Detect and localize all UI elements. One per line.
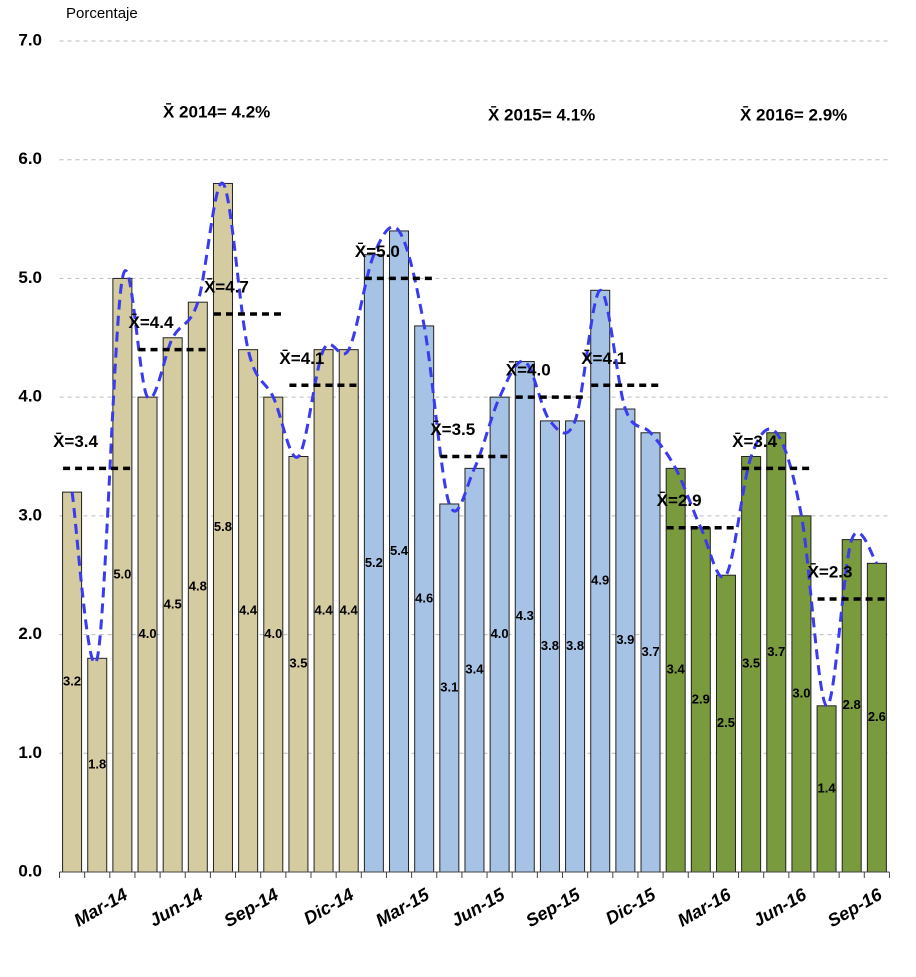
quarter-mean-label: X̄=5.0 (355, 242, 400, 261)
value-label: 5.8 (214, 519, 232, 534)
quarter-mean-label: X̄=4.4 (129, 313, 174, 332)
value-label: 1.4 (818, 780, 837, 795)
value-label: 2.5 (717, 715, 735, 730)
value-label: 3.5 (289, 656, 307, 671)
value-label: 1.8 (88, 757, 106, 772)
value-label: 4.4 (315, 602, 334, 617)
value-label: 5.0 (113, 567, 131, 582)
quarter-mean-label: X̄=3.4 (53, 432, 98, 451)
quarter-mean-label: X̄=3.5 (430, 420, 475, 439)
x-tick-label: Sep-15 (522, 884, 584, 931)
quarter-mean-label: X̄=4.1 (279, 349, 324, 368)
y-tick-label: 1.0 (18, 743, 42, 762)
value-label: 4.3 (516, 608, 534, 623)
x-tick-label: Mar-16 (674, 884, 735, 931)
y-tick-label: 4.0 (18, 387, 42, 406)
value-label: 3.5 (742, 656, 760, 671)
x-tick-label: Mar-15 (372, 884, 433, 931)
value-label: 2.8 (843, 697, 861, 712)
annual-mean: X̄ 2014= 4.2% (163, 102, 270, 121)
value-label: 4.5 (164, 596, 182, 611)
value-label: 4.4 (340, 602, 359, 617)
y-axis-label: Porcentaje (66, 5, 138, 22)
value-label: 4.0 (491, 626, 509, 641)
trend-line (70, 181, 879, 708)
quarter-mean-label: X̄=4.7 (204, 278, 249, 297)
annual-mean: X̄ 2016= 2.9% (740, 105, 847, 124)
value-label: 3.7 (641, 644, 659, 659)
quarter-mean-label: X̄=2.3 (808, 562, 853, 581)
value-label: 2.6 (868, 709, 886, 724)
x-tick-label: Dic-14 (300, 884, 357, 928)
value-label: 4.0 (138, 626, 156, 641)
x-tick-label: Jun-15 (448, 884, 509, 931)
y-tick-label: 0.0 (18, 861, 42, 880)
value-label: 5.2 (365, 555, 383, 570)
value-label: 3.9 (616, 632, 634, 647)
y-tick-label: 2.0 (18, 624, 42, 643)
annual-mean: X̄ 2015= 4.1% (488, 105, 595, 124)
y-tick-label: 3.0 (18, 505, 42, 524)
quarter-mean-label: X̄=2.9 (657, 491, 702, 510)
value-label: 3.1 (440, 679, 458, 694)
value-label: 3.7 (767, 644, 785, 659)
value-label: 3.8 (541, 638, 559, 653)
value-label: 3.8 (566, 638, 584, 653)
value-label: 3.4 (667, 662, 686, 677)
value-label: 2.9 (692, 691, 710, 706)
value-label: 3.2 (63, 673, 81, 688)
value-label: 4.4 (239, 602, 258, 617)
value-label: 3.4 (465, 662, 484, 677)
x-tick-label: Mar-14 (70, 884, 130, 930)
value-label: 5.4 (390, 543, 409, 558)
x-tick-label: Sep-16 (824, 884, 886, 931)
y-tick-label: 7.0 (18, 30, 42, 49)
value-label: 4.6 (415, 590, 433, 605)
x-tick-label: Jun-16 (750, 884, 811, 931)
value-label: 4.0 (264, 626, 282, 641)
quarter-mean-label: X̄=4.0 (506, 361, 551, 380)
quarter-mean-label: X̄=4.1 (581, 349, 626, 368)
value-label: 4.9 (591, 573, 609, 588)
value-label: 3.0 (792, 685, 810, 700)
y-tick-label: 5.0 (18, 268, 42, 287)
value-label: 4.8 (189, 579, 207, 594)
quarter-mean-label: X̄=3.4 (732, 432, 777, 451)
y-tick-label: 6.0 (18, 149, 42, 168)
x-tick-label: Jun-14 (146, 884, 206, 930)
x-tick-label: Dic-15 (602, 884, 660, 929)
x-tick-label: Sep-14 (221, 884, 282, 931)
